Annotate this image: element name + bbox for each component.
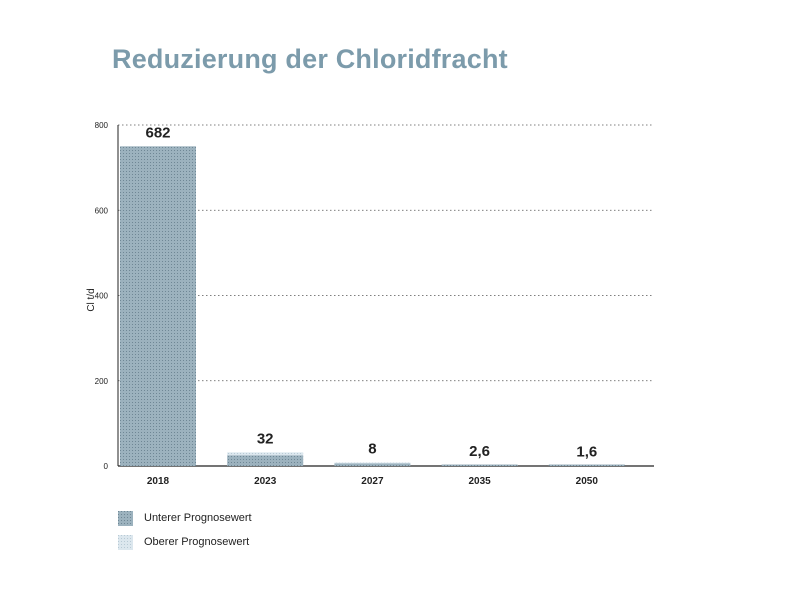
data-label: 32: [257, 430, 274, 447]
data-label: 1,6: [576, 443, 597, 460]
bar-upper-2027: [334, 462, 411, 464]
y-tick-label: 800: [95, 121, 109, 130]
x-tick-label: 2027: [361, 476, 384, 487]
y-tick-label: 600: [95, 206, 109, 215]
bar-lower-2050: [548, 464, 625, 466]
bar-lower-2023: [227, 455, 304, 466]
legend-label-lower: Unterer Prognosewert: [144, 512, 252, 524]
chart-title: Reduzierung der Chloridfracht: [112, 44, 508, 74]
data-label: 682: [145, 124, 170, 141]
legend-swatch-lower: [118, 510, 133, 526]
x-tick-label: 2023: [254, 476, 277, 487]
y-tick-label: 200: [95, 377, 109, 386]
y-axis-label: Cl t/d: [86, 288, 97, 311]
bar-lower-2018: [120, 146, 196, 466]
legend-item-upper: Oberer Prognosewert: [118, 534, 252, 550]
data-label: 2,6: [469, 443, 490, 460]
bar-lower-2027: [334, 463, 411, 466]
legend-item-lower: Unterer Prognosewert: [118, 510, 252, 526]
x-tick-label: 2035: [468, 476, 491, 487]
y-tick-label: 400: [95, 292, 109, 301]
legend: Unterer Prognosewert Oberer Prognosewert: [118, 510, 252, 558]
legend-swatch-upper: [118, 534, 133, 550]
legend-label-upper: Oberer Prognosewert: [144, 536, 250, 548]
x-tick-label: 2018: [147, 476, 170, 487]
y-tick-label: 0: [104, 462, 109, 471]
bar-upper-2023: [227, 452, 304, 456]
x-tick-label: 2050: [576, 476, 599, 487]
data-label: 8: [368, 441, 376, 458]
bar-lower-2035: [441, 464, 518, 466]
